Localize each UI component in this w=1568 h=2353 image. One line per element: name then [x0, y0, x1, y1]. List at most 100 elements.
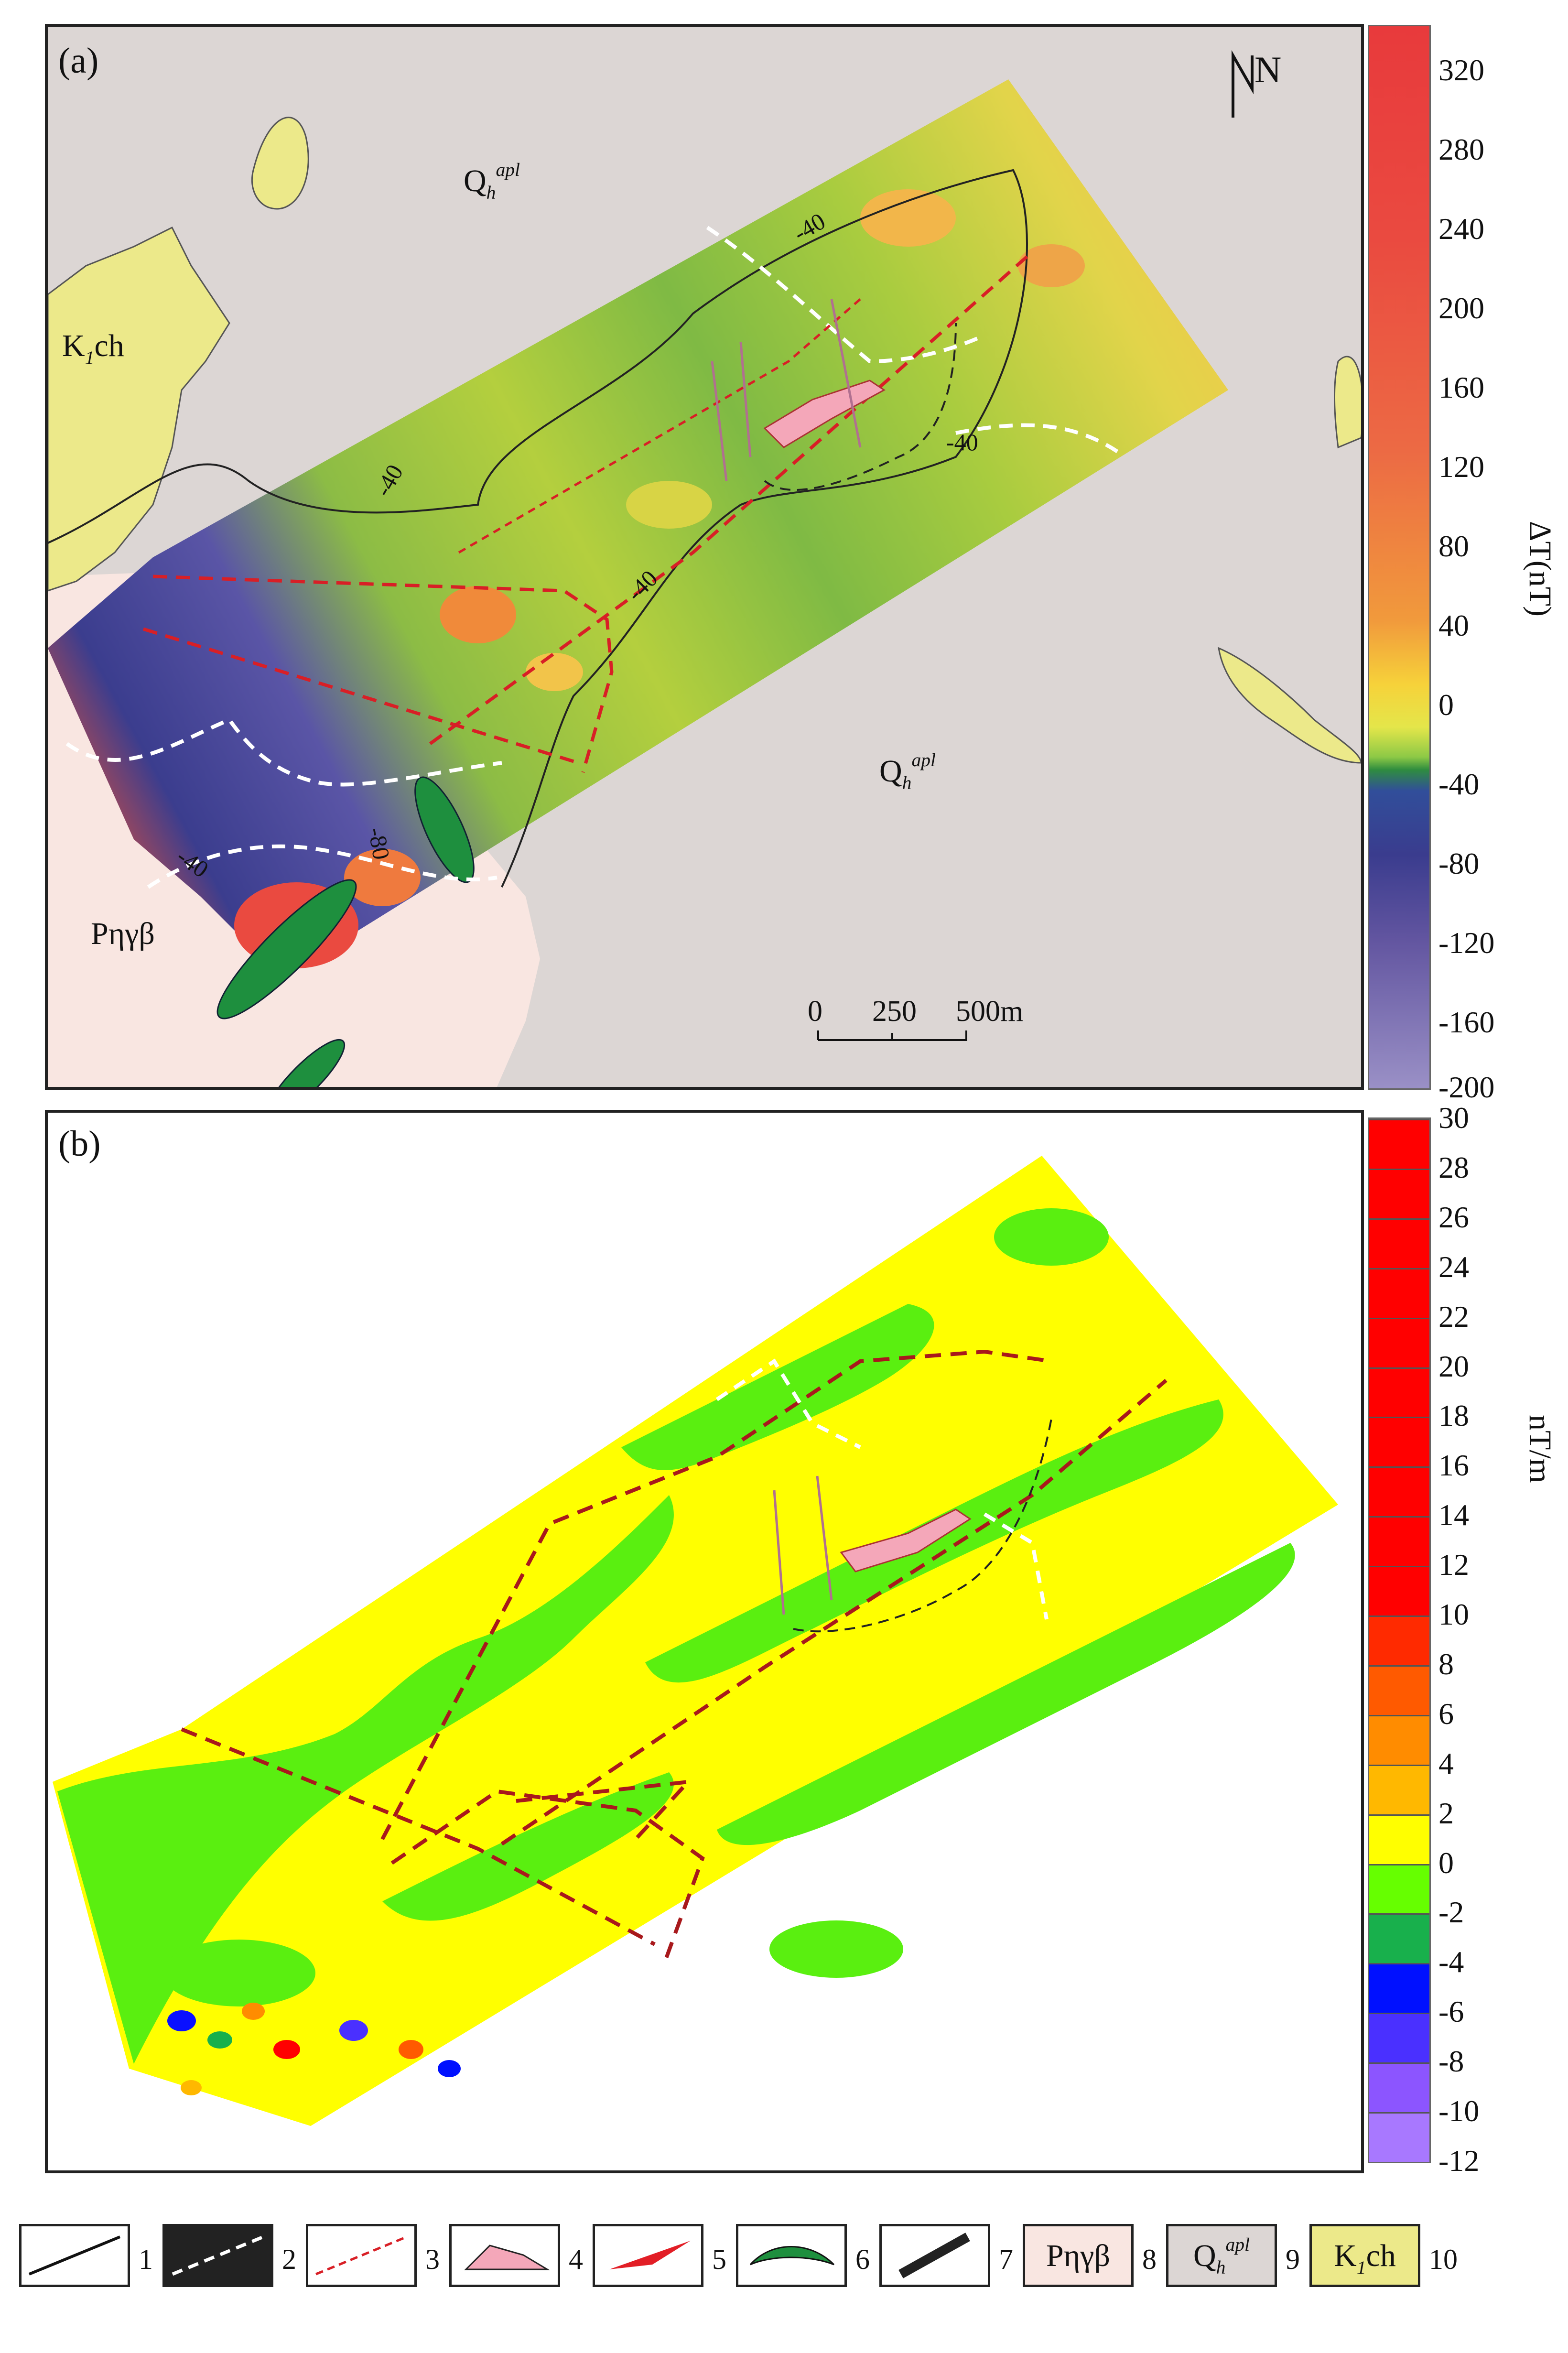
cbar-b-tick: -6: [1438, 1995, 1464, 2029]
cbar-a-tick: -40: [1438, 767, 1480, 801]
legend-box-6: [736, 2224, 847, 2287]
cbar-b-tick: -8: [1438, 2044, 1464, 2079]
cbar-b-tick: 6: [1438, 1696, 1454, 1731]
legend-number: 6: [855, 2244, 870, 2275]
scale-bar-label-250: 250: [872, 995, 917, 1028]
panel-b-label: (b): [58, 1124, 101, 1164]
legend-number: 9: [1286, 2244, 1300, 2275]
legend-box-2: [162, 2224, 273, 2287]
cbar-a-tick: 320: [1438, 53, 1484, 87]
colorbar-segment: [1369, 2112, 1429, 2162]
red-dashed-fault: [142, 627, 579, 765]
colorbar-segment: [1369, 1417, 1429, 1467]
scale-bar: [817, 1030, 967, 1041]
dark-red-dashed-fault: [390, 1789, 705, 1964]
colorbar-segment: [1369, 1616, 1429, 1665]
dark-red-dashed-fault: [516, 1779, 693, 1841]
legend-number: 5: [712, 2244, 726, 2275]
dashed-trace: [764, 323, 957, 491]
black-bar-icon: [898, 2233, 970, 2278]
red-dashed-fault: [429, 255, 1029, 745]
cbar-a-tick: -160: [1438, 1005, 1495, 1039]
cbar-b-tick: 18: [1438, 1399, 1469, 1433]
k1ch-small-lens: [251, 117, 309, 210]
colorbar-segment: [1369, 1814, 1429, 1864]
unit-label-k1ch: K1ch: [62, 328, 124, 368]
cbar-b-tick: -4: [1438, 1945, 1464, 1979]
pink-polygon-icon: [464, 2245, 550, 2270]
ore-vein: [830, 299, 862, 448]
legend-box-7: [879, 2224, 990, 2287]
unit-label-qh-top: Qhapl: [464, 159, 520, 203]
k1ch-unit-area: [48, 226, 230, 592]
unit-label-granite: Pηγβ: [91, 916, 155, 951]
cbar-b-tick: 16: [1438, 1448, 1469, 1483]
cbar-b-title: nT/m: [1523, 1415, 1557, 1483]
dark-red-dashed-fault: [380, 1349, 1052, 1840]
legend-granite-label: Pηγβ: [1046, 2238, 1110, 2273]
red-dashed-line-icon: [315, 2235, 407, 2276]
legend-box-10: K1ch: [1309, 2224, 1420, 2287]
legend-number: 4: [569, 2244, 583, 2275]
colorbar-segment: [1369, 1566, 1429, 1616]
k1ch-right-sliver: [1218, 647, 1361, 764]
legend-number: 1: [139, 2244, 153, 2275]
cbar-b-tick: 30: [1438, 1101, 1469, 1135]
unit-label-qh-bottom: Qhapl: [879, 749, 936, 793]
magnetic-anomaly-map-panel: (a) N Qhapl Qhapl K1ch Pηγβ -40 -40 -40 …: [45, 24, 1364, 1090]
cbar-a-tick: 160: [1438, 370, 1484, 404]
cbar-a-tick: 280: [1438, 132, 1484, 166]
cbar-a-tick: -200: [1438, 1070, 1495, 1104]
white-dashed-boundary: [715, 1358, 861, 1449]
colorbar-segment: [1369, 2062, 1429, 2113]
cbar-b-tick: 24: [1438, 1249, 1469, 1284]
colorbar-segment: [1369, 1367, 1429, 1417]
cbar-b-tick: 20: [1438, 1349, 1469, 1383]
cbar-b-tick: -2: [1438, 1895, 1464, 1930]
dark-red-dashed-fault: [181, 1727, 656, 1946]
legend-box-1: [19, 2224, 130, 2287]
delta-t-survey-strip: [48, 79, 1228, 978]
contour-label: -80: [363, 825, 395, 862]
cbar-b-tick: -10: [1438, 2094, 1480, 2128]
delta-t-colorbar: [1368, 25, 1431, 1090]
solid-line-icon: [28, 2235, 121, 2276]
pink-ore-body: [840, 1508, 972, 1572]
cbar-b-tick: 2: [1438, 1796, 1454, 1830]
green-dike-lens: [216, 879, 357, 1019]
cbar-b-tick: 4: [1438, 1746, 1454, 1780]
colorbar-segment: [1369, 1864, 1429, 1914]
contour-line: [48, 169, 1028, 888]
white-dashed-boundary: [983, 1512, 1049, 1620]
colorbar-segment: [1369, 1665, 1429, 1715]
cbar-a-tick: -120: [1438, 926, 1495, 960]
legend-box-3: [306, 2224, 417, 2287]
white-dashed-boundary: [706, 226, 981, 364]
gradient-colorbar: [1368, 1117, 1431, 2163]
north-arrow-icon: [1232, 50, 1254, 118]
map-legend: 1 2 3 4 5 6 7 Pηγβ 8 Qhapl 9 K1ch 10: [19, 2224, 1548, 2296]
colorbar-segment: [1369, 1317, 1429, 1367]
cbar-b-tick: 12: [1438, 1548, 1469, 1582]
cbar-a-tick: -80: [1438, 846, 1480, 880]
colorbar-segment: [1369, 1218, 1429, 1268]
colorbar-segment: [1369, 1714, 1429, 1765]
cbar-a-tick: 120: [1438, 450, 1484, 484]
ore-vein: [816, 1475, 833, 1601]
cbar-a-title: ΔT(nT): [1523, 521, 1557, 617]
colorbar-segment: [1369, 1764, 1429, 1814]
legend-qh-label: Qhapl: [1193, 2234, 1250, 2278]
cbar-b-tick: -12: [1438, 2144, 1480, 2178]
legend-number: 8: [1142, 2244, 1157, 2275]
cbar-b-tick: 10: [1438, 1597, 1469, 1632]
green-dike-lens: [266, 1039, 346, 1087]
delta-t-map-canvas: [48, 79, 1361, 1087]
ore-vein: [773, 1490, 785, 1615]
white-dashed-boundary: [955, 423, 1120, 454]
colorbar-segment: [1369, 1963, 1429, 2013]
legend-k1ch-label: K1ch: [1334, 2238, 1396, 2278]
colorbar-segment: [1369, 1168, 1429, 1218]
scale-bar-label-0: 0: [808, 995, 822, 1028]
white-dashed-boundary: [65, 717, 502, 787]
dashed-trace: [793, 1418, 1052, 1633]
